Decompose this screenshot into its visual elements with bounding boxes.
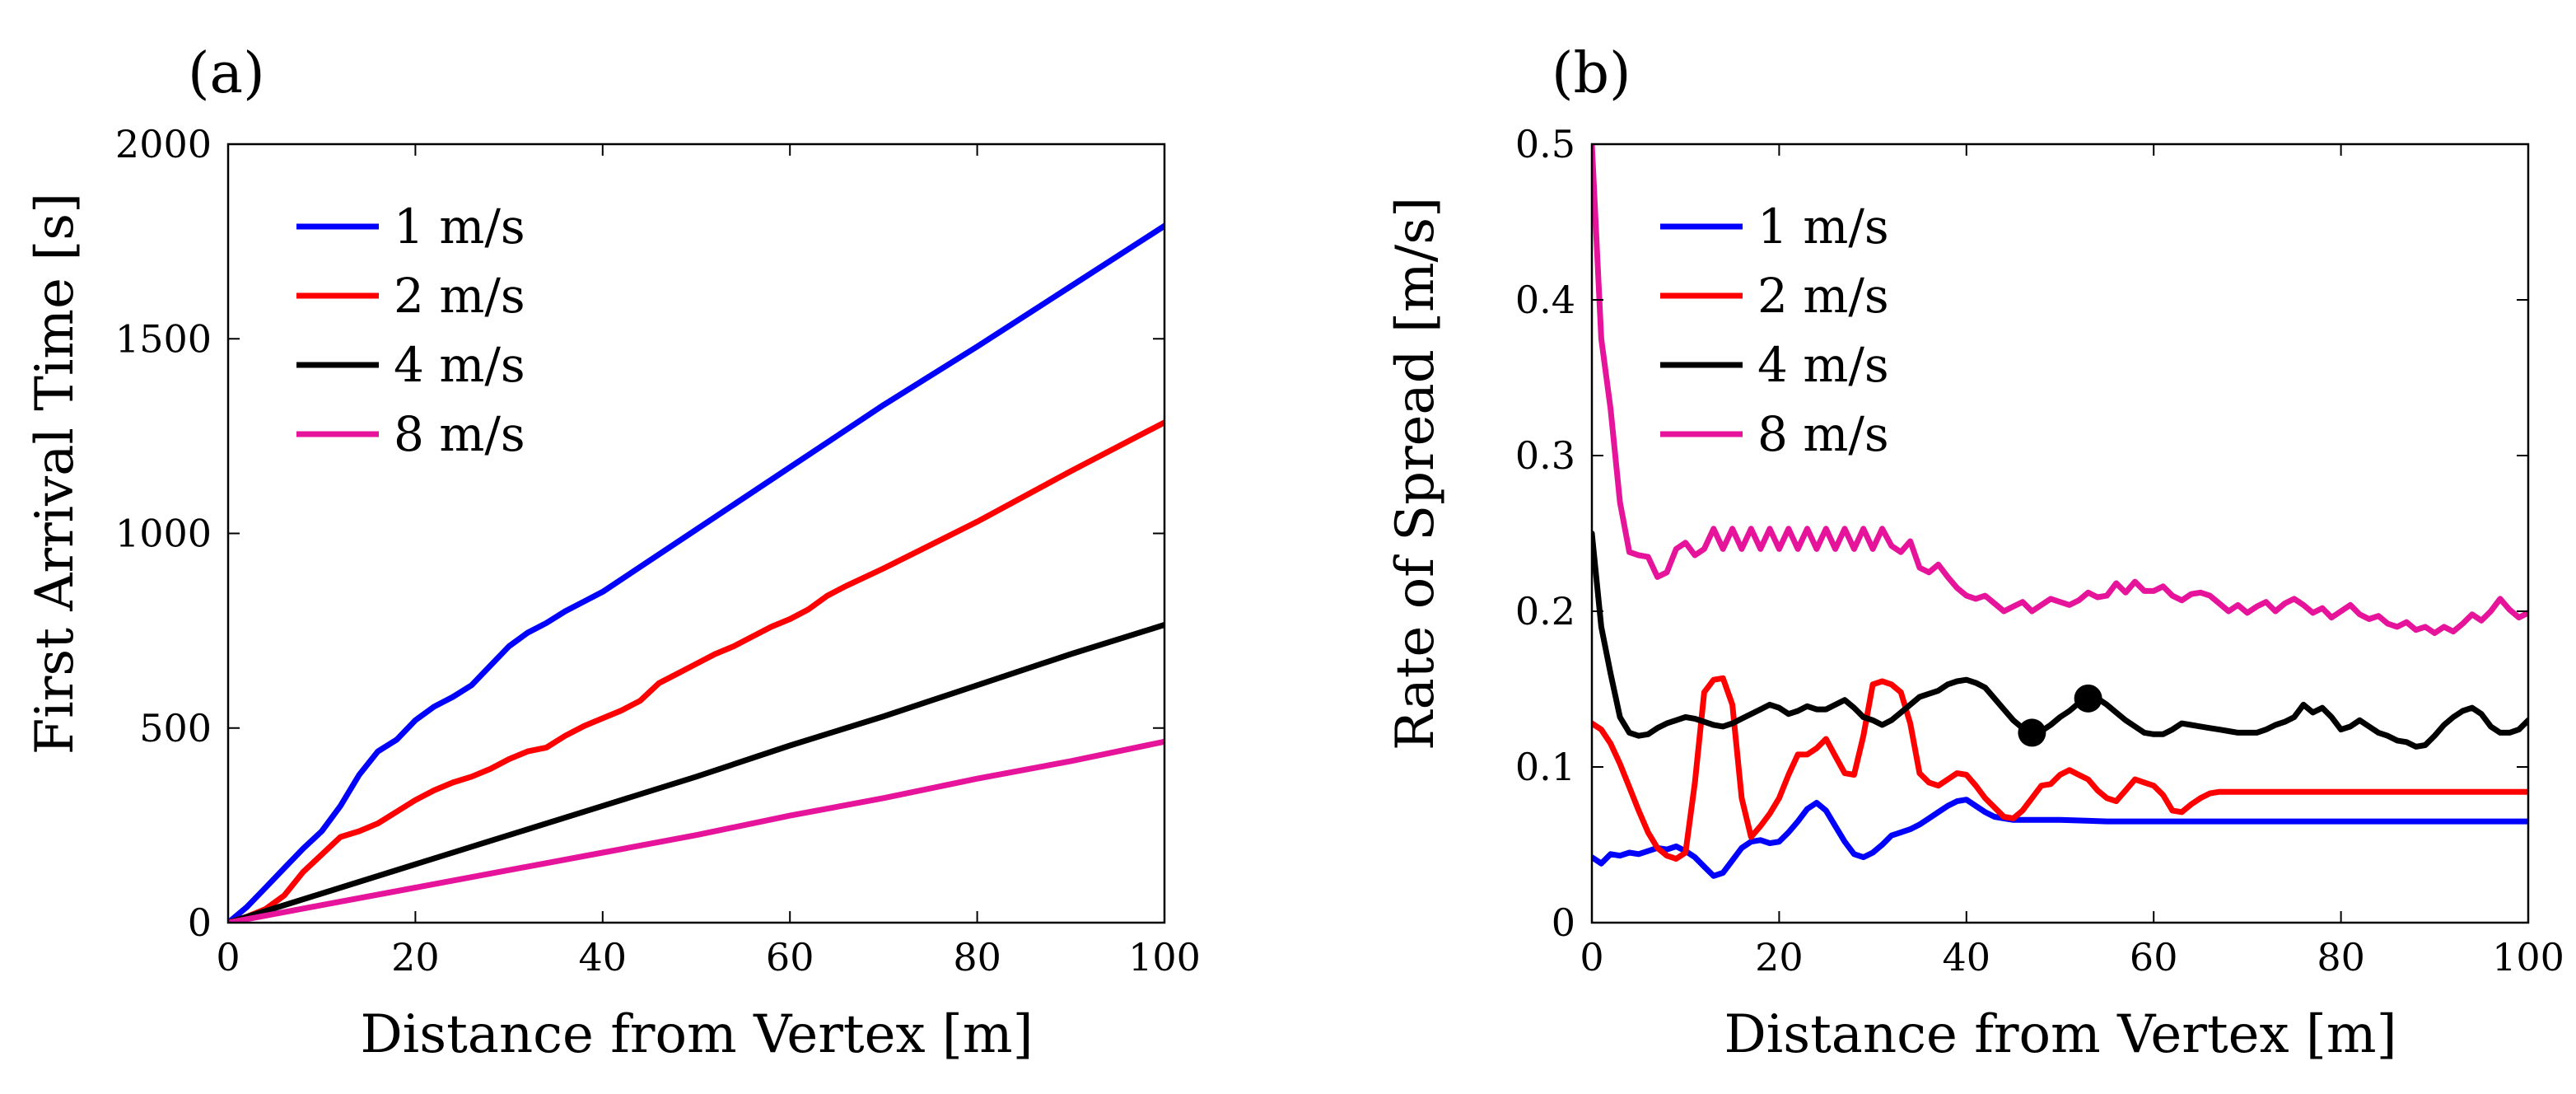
panel-a-y-tick-label: 0: [188, 900, 212, 945]
panel-b-legend: 1 m/s 2 m/s 4 m/s 8 m/s: [1660, 199, 1889, 462]
panel-b-y-tick-label: 0.4: [1515, 278, 1575, 322]
panel-b-x-tick-label: 20: [1755, 935, 1804, 979]
panel-b-x-tick-label: 80: [2317, 935, 2365, 979]
panel-a-series-line: [228, 222, 1164, 923]
panel-a-y-axis-label: First Arrival Time [s]: [25, 193, 86, 755]
panel-a-x-tick-label: 20: [391, 935, 440, 979]
panel-a-y-tick-label: 1500: [115, 316, 212, 361]
panel-a-series-line: [228, 738, 1164, 923]
panel-a-y-tick-label: 1000: [115, 512, 212, 556]
panel-a-y-tick-label: 2000: [115, 122, 212, 166]
panel-a-x-tick-label: 80: [953, 935, 1001, 979]
panel-a-x-tick-label: 0: [216, 935, 240, 979]
panel-a-legend-label: 1 m/s: [394, 199, 525, 255]
panel-a-legend: 1 m/s 2 m/s 4 m/s 8 m/s: [296, 199, 525, 462]
panel-b-axes-frame: [1590, 143, 2530, 924]
panel-b-series-line: [1592, 797, 2528, 879]
panel-b-chart: (b) 0 20 40 60 80 100 0 0.1 0.2 0.3 0.4 0.5 1 m/s 2 m…: [1385, 41, 2564, 1065]
panel-b-legend-label: 4 m/s: [1757, 337, 1889, 393]
panel-b-series-line: [1592, 144, 2528, 636]
panel-b-y-tick-label: 0.5: [1515, 122, 1575, 166]
panel-b-x-axis-label: Distance from Vertex [m]: [1724, 1004, 2396, 1065]
panel-a-x-tick-label: 100: [1128, 935, 1201, 979]
panel-a-legend-label: 4 m/s: [394, 337, 525, 393]
panel-b-legend-label: 1 m/s: [1757, 199, 1889, 255]
panel-a-legend-label: 2 m/s: [394, 268, 525, 324]
panel-b-point-marker: [2074, 684, 2102, 713]
panel-b-legend-label: 8 m/s: [1757, 406, 1889, 462]
panel-a-label: (a): [188, 41, 265, 106]
panel-b-series-line: [1592, 675, 2528, 862]
panel-b-y-tick-label: 0: [1552, 900, 1575, 945]
panel-a-y-tick-label: 500: [139, 706, 212, 750]
panel-b-x-tick-label: 40: [1943, 935, 1991, 979]
panel-b-y-tick-label: 0.3: [1515, 433, 1575, 478]
panel-b-legend-label: 2 m/s: [1757, 268, 1889, 324]
panel-b-x-tick-label: 0: [1580, 935, 1603, 979]
panel-b-y-axis-label: Rate of Spread [m/s]: [1385, 197, 1446, 750]
panel-b-y-tick-label: 0.1: [1515, 745, 1575, 789]
panel-a-x-axis-label: Distance from Vertex [m]: [360, 1004, 1033, 1065]
panel-b-x-tick-label: 100: [2492, 935, 2564, 979]
panel-a-x-tick-label: 40: [579, 935, 628, 979]
panel-a-legend-label: 8 m/s: [394, 406, 525, 462]
panel-a-axes-frame: [226, 143, 1166, 924]
panel-b-series-group: [1592, 144, 2528, 879]
panel-b-x-tick-label: 60: [2130, 935, 2178, 979]
panel-b-y-tick-label: 0.2: [1515, 589, 1575, 633]
panel-a-series-line: [228, 622, 1164, 923]
panel-b-point-marker: [2018, 718, 2046, 747]
panel-a-x-tick-label: 60: [766, 935, 814, 979]
panel-b-plot-area: 0 20 40 60 80 100 0 0.1 0.2 0.3 0.4 0.5 1 m/s 2 m/s 4 …: [1515, 122, 2564, 979]
panel-a-series-group: [228, 222, 1164, 923]
panel-b-label: (b): [1552, 41, 1631, 106]
panel-b-series-line: [1592, 531, 2528, 750]
panel-a-series-line: [228, 419, 1164, 923]
